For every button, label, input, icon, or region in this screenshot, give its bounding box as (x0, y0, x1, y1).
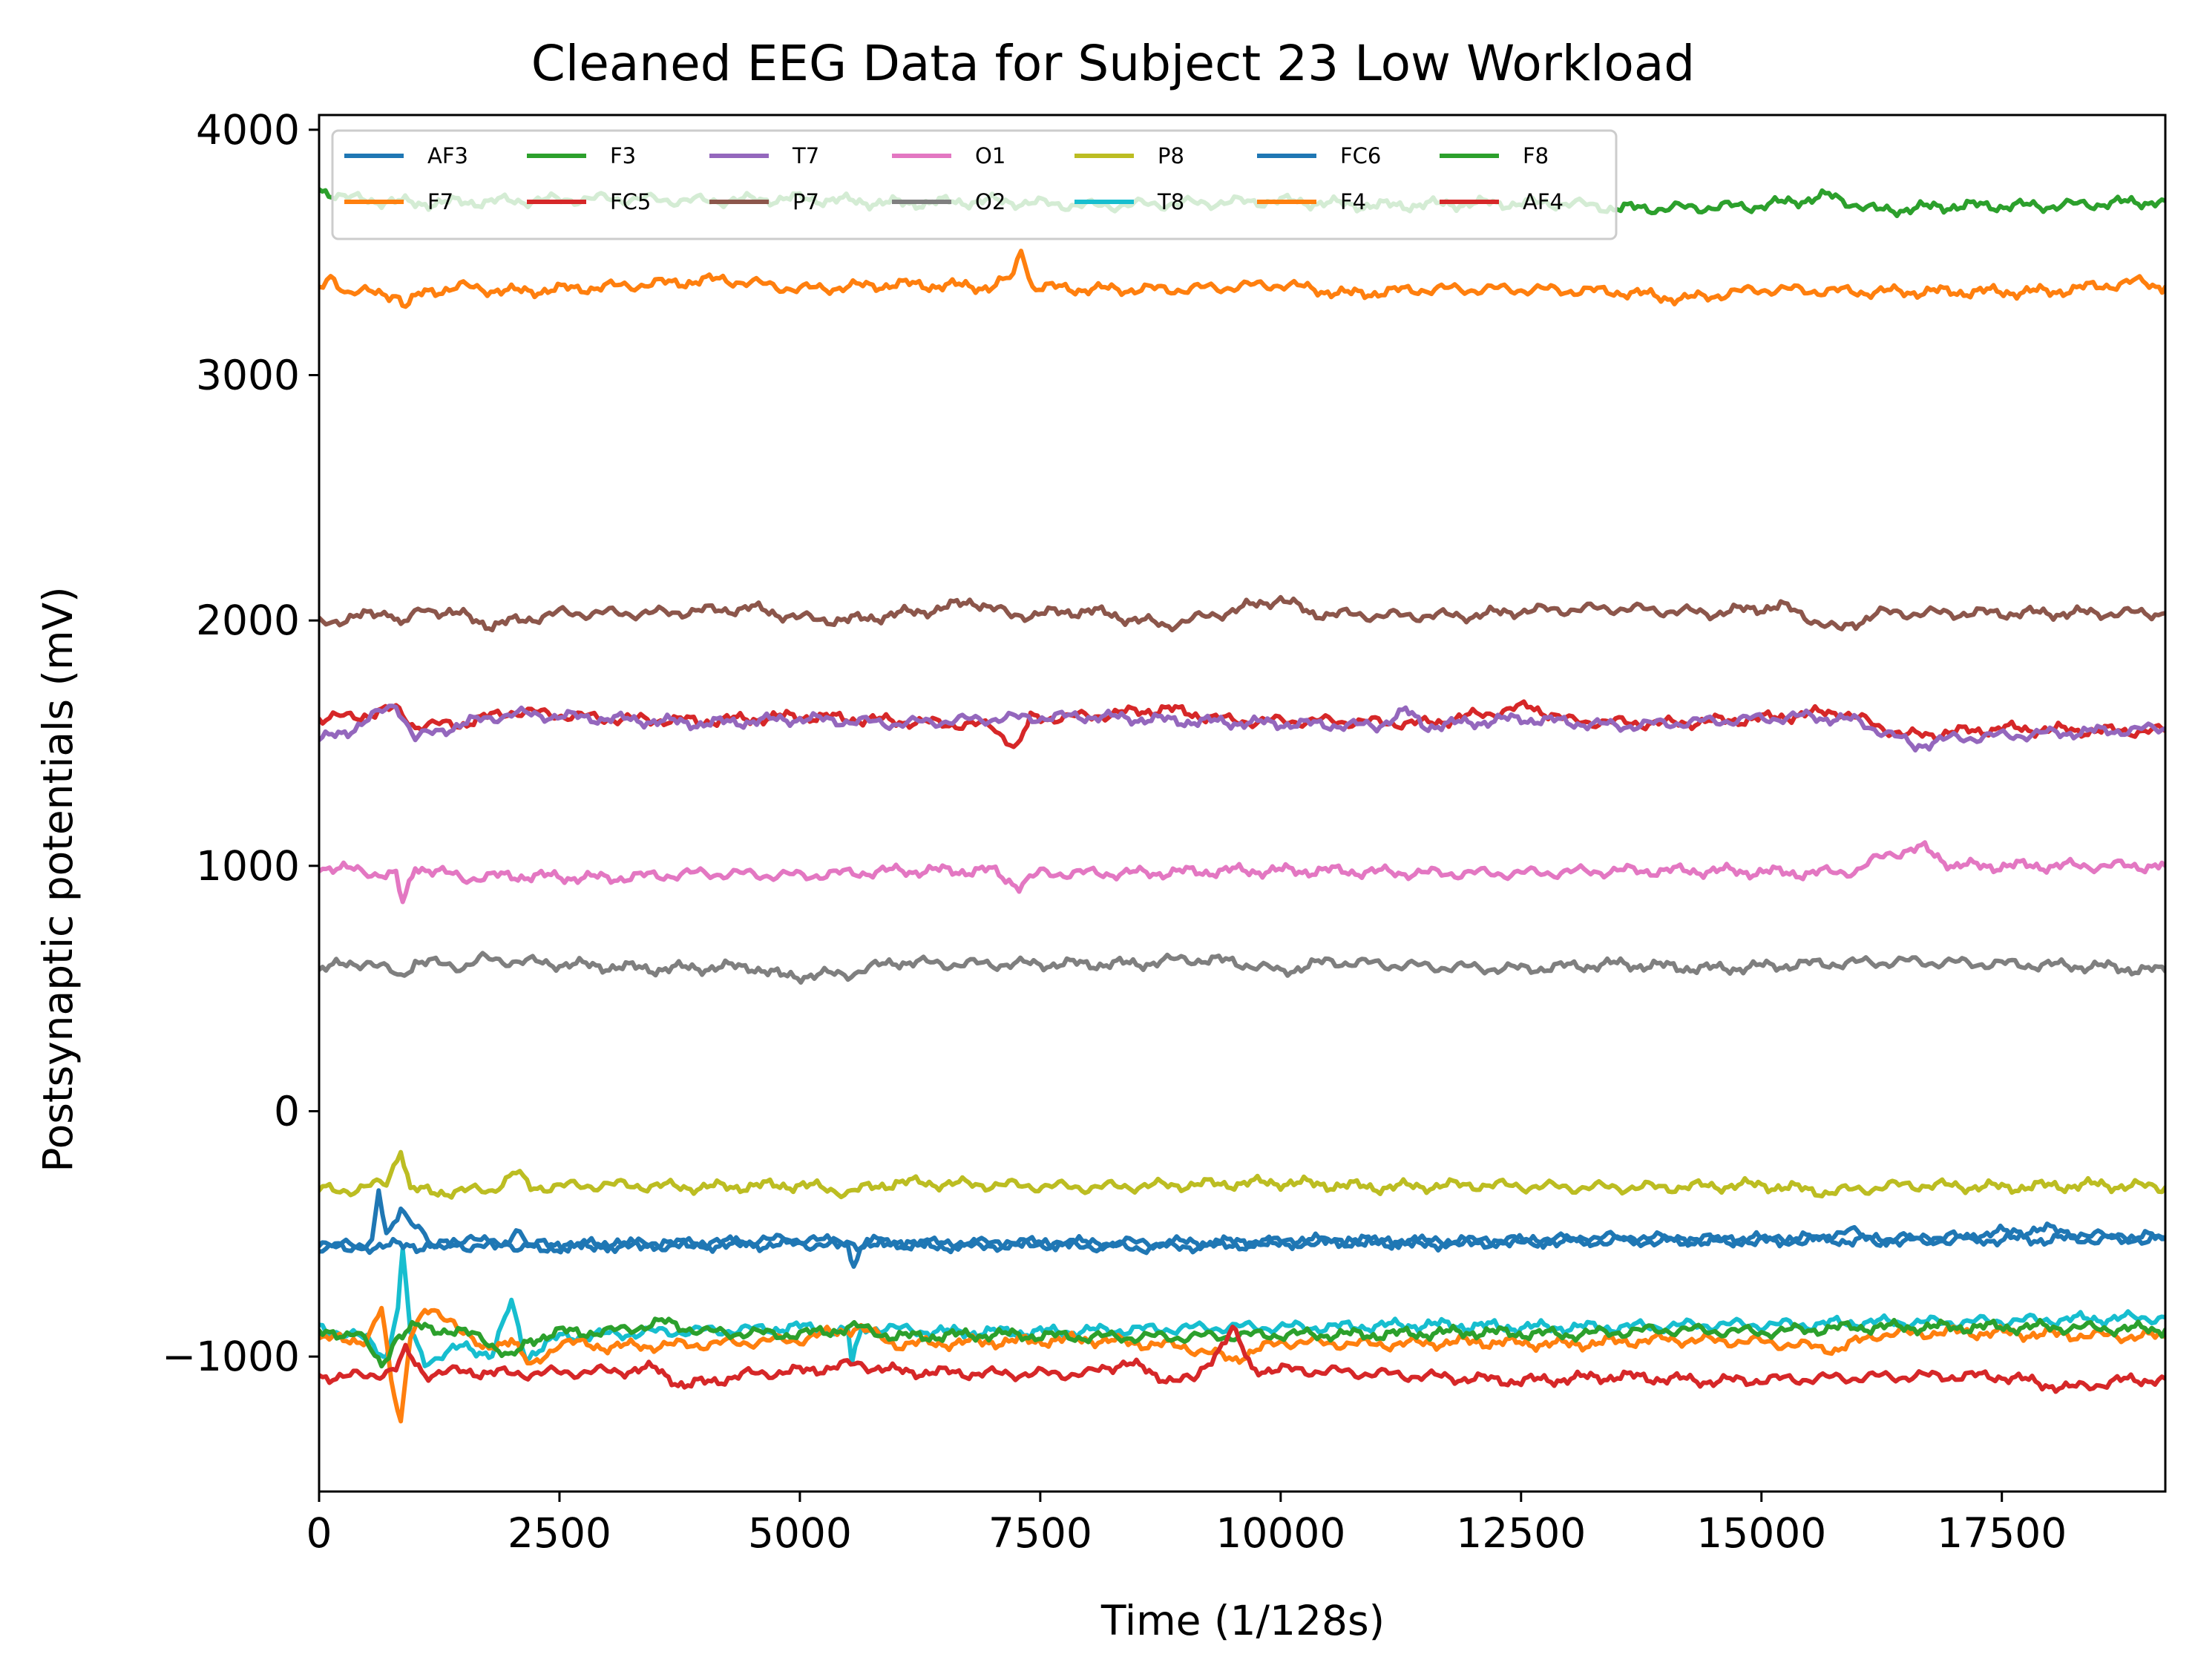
x-tick-label: 17500 (1937, 1509, 2067, 1557)
legend-label-o2: O2 (975, 189, 1005, 214)
legend-label-af3: AF3 (427, 143, 468, 168)
x-tick-label: 2500 (508, 1509, 611, 1557)
legend-label-f4: F4 (1340, 189, 1366, 214)
y-tick-label: 4000 (196, 106, 300, 154)
plot-frame (318, 114, 2167, 1493)
plot-lines (319, 187, 2165, 1424)
y-tick-label: 2000 (196, 597, 300, 644)
chart-title: Cleaned EEG Data for Subject 23 Low Work… (531, 35, 1695, 92)
legend-label-o1: O1 (975, 143, 1005, 168)
legend-label-p8: P8 (1158, 143, 1184, 168)
series-line-fc6 (319, 1231, 2165, 1256)
series-line-f4 (319, 1305, 2165, 1424)
y-tick-label: 3000 (196, 351, 300, 398)
y-tick-label: −1000 (162, 1333, 300, 1380)
legend-label-p7: P7 (793, 189, 819, 214)
x-tick-label: 7500 (988, 1509, 1092, 1557)
legend-label-fc5: FC5 (610, 189, 651, 214)
series-line-af3 (319, 1188, 2165, 1269)
plot-area-border (318, 114, 2167, 1493)
y-tick-label: 0 (274, 1087, 300, 1135)
legend-label-t7: T7 (792, 143, 819, 168)
x-axis-label: Time (1/128s) (1100, 1597, 1385, 1644)
series-line-f8 (319, 1316, 2165, 1369)
series-line-o1 (319, 840, 2165, 905)
x-axis: 0 2500 5000 7500 10000 12500 15000 17500 (306, 1492, 2067, 1557)
x-tick-label: 15000 (1696, 1509, 1826, 1557)
series-line-af4 (319, 1325, 2165, 1394)
x-tick-label: 0 (306, 1509, 332, 1557)
legend-label-fc6: FC6 (1340, 143, 1381, 168)
series-line-t8 (319, 1247, 2165, 1368)
x-tick-label: 5000 (748, 1509, 852, 1557)
series-line-p8 (319, 1149, 2165, 1200)
legend-box (331, 129, 1618, 240)
x-tick-label: 10000 (1215, 1509, 1345, 1557)
y-axis: −1000 0 1000 2000 3000 4000 (162, 106, 319, 1380)
legend-label-t8: T8 (1157, 189, 1184, 214)
series-line-f7 (319, 249, 2165, 309)
series-line-t7 (319, 703, 2165, 753)
legend-label-f7: F7 (427, 189, 453, 214)
y-tick-label: 1000 (196, 842, 300, 890)
series-line-p7 (319, 594, 2165, 633)
legend-label-f3: F3 (610, 143, 636, 168)
legend-label-f8: F8 (1523, 143, 1549, 168)
legend-label-af4: AF4 (1523, 189, 1564, 214)
x-tick-label: 12500 (1456, 1509, 1586, 1557)
y-axis-label: Postsynaptic potentials (mV) (34, 586, 82, 1172)
series-line-o2 (319, 951, 2165, 985)
legend: AF3 F7 F3 FC5 T7 P7 O1 O2 P8 T8 FC6 F4 F8 AF4 (331, 129, 1618, 240)
